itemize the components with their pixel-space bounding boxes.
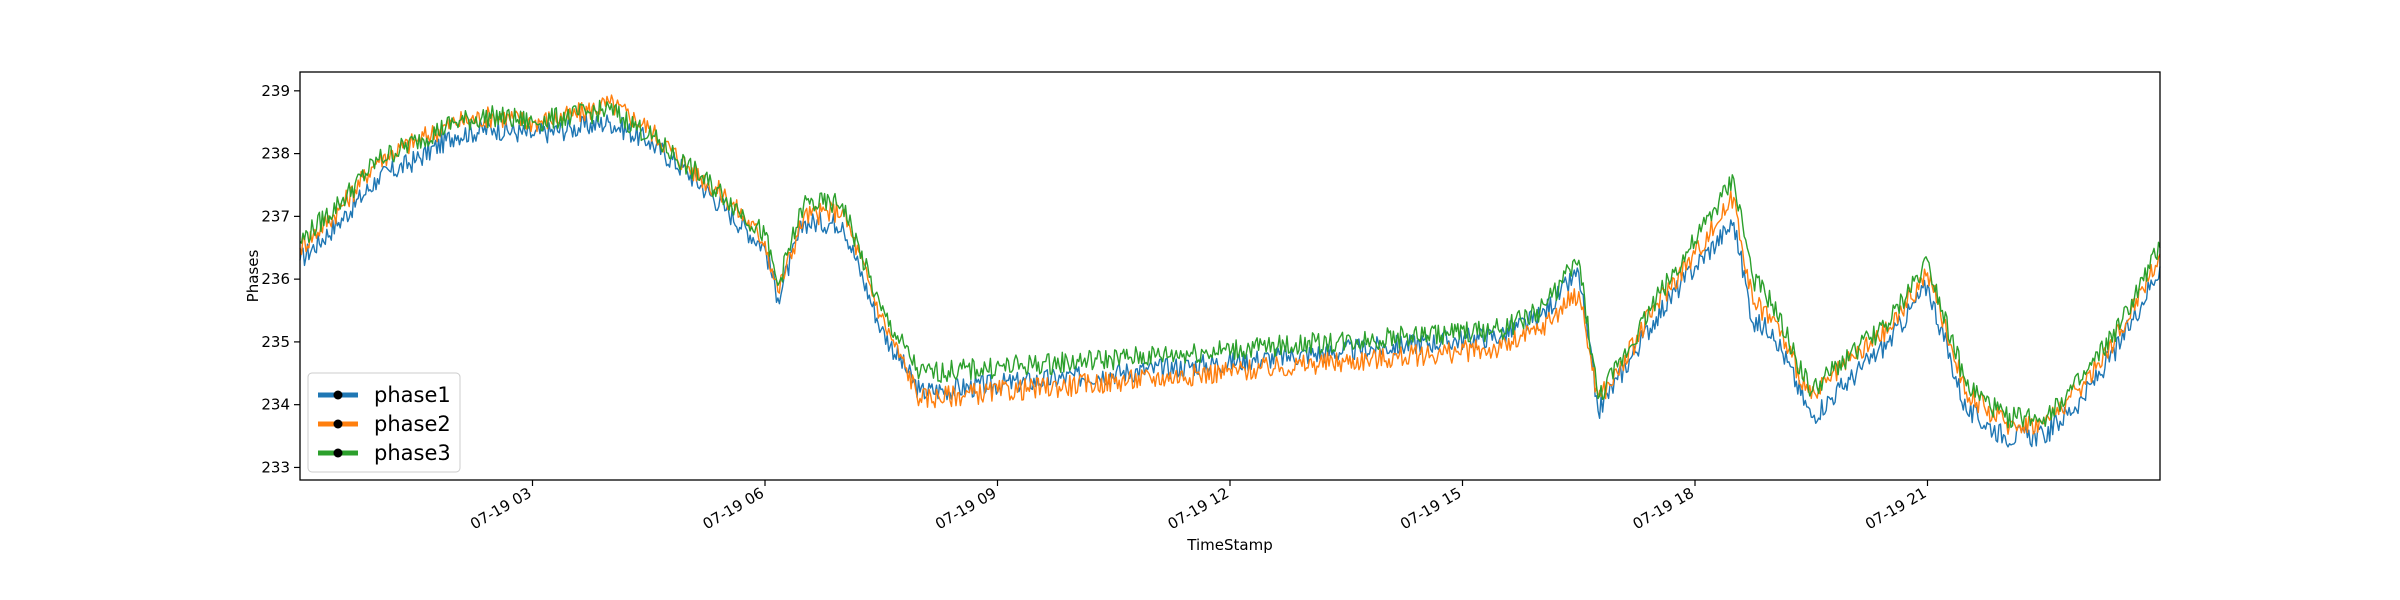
phase3-legend-marker <box>333 448 343 458</box>
phase1-legend-label: phase1 <box>374 383 451 407</box>
y-tick-label: 235 <box>261 333 290 351</box>
y-tick-label: 233 <box>261 458 290 476</box>
phase1-legend-marker <box>333 390 343 400</box>
y-tick-label: 234 <box>261 396 290 414</box>
series-layer <box>299 94 2161 448</box>
phase3-legend-label: phase3 <box>374 441 451 465</box>
y-tick-label: 236 <box>261 270 290 288</box>
legend-box <box>307 372 461 473</box>
phase3-line <box>299 99 2161 429</box>
y-axis-title: Phases <box>244 250 262 303</box>
legend: phase1 phase2 phase3 <box>307 372 461 473</box>
y-tick-label: 239 <box>261 82 290 100</box>
x-axis-title: TimeStamp <box>1186 536 1272 554</box>
phase2-legend-marker <box>333 419 343 429</box>
phase2-line <box>299 94 2161 435</box>
y-tick-label: 238 <box>261 145 290 163</box>
y-tick-label: 237 <box>261 207 290 225</box>
y-axis: 233 234 235 236 237 238 239 <box>261 82 300 476</box>
phase2-legend-label: phase2 <box>374 412 451 436</box>
